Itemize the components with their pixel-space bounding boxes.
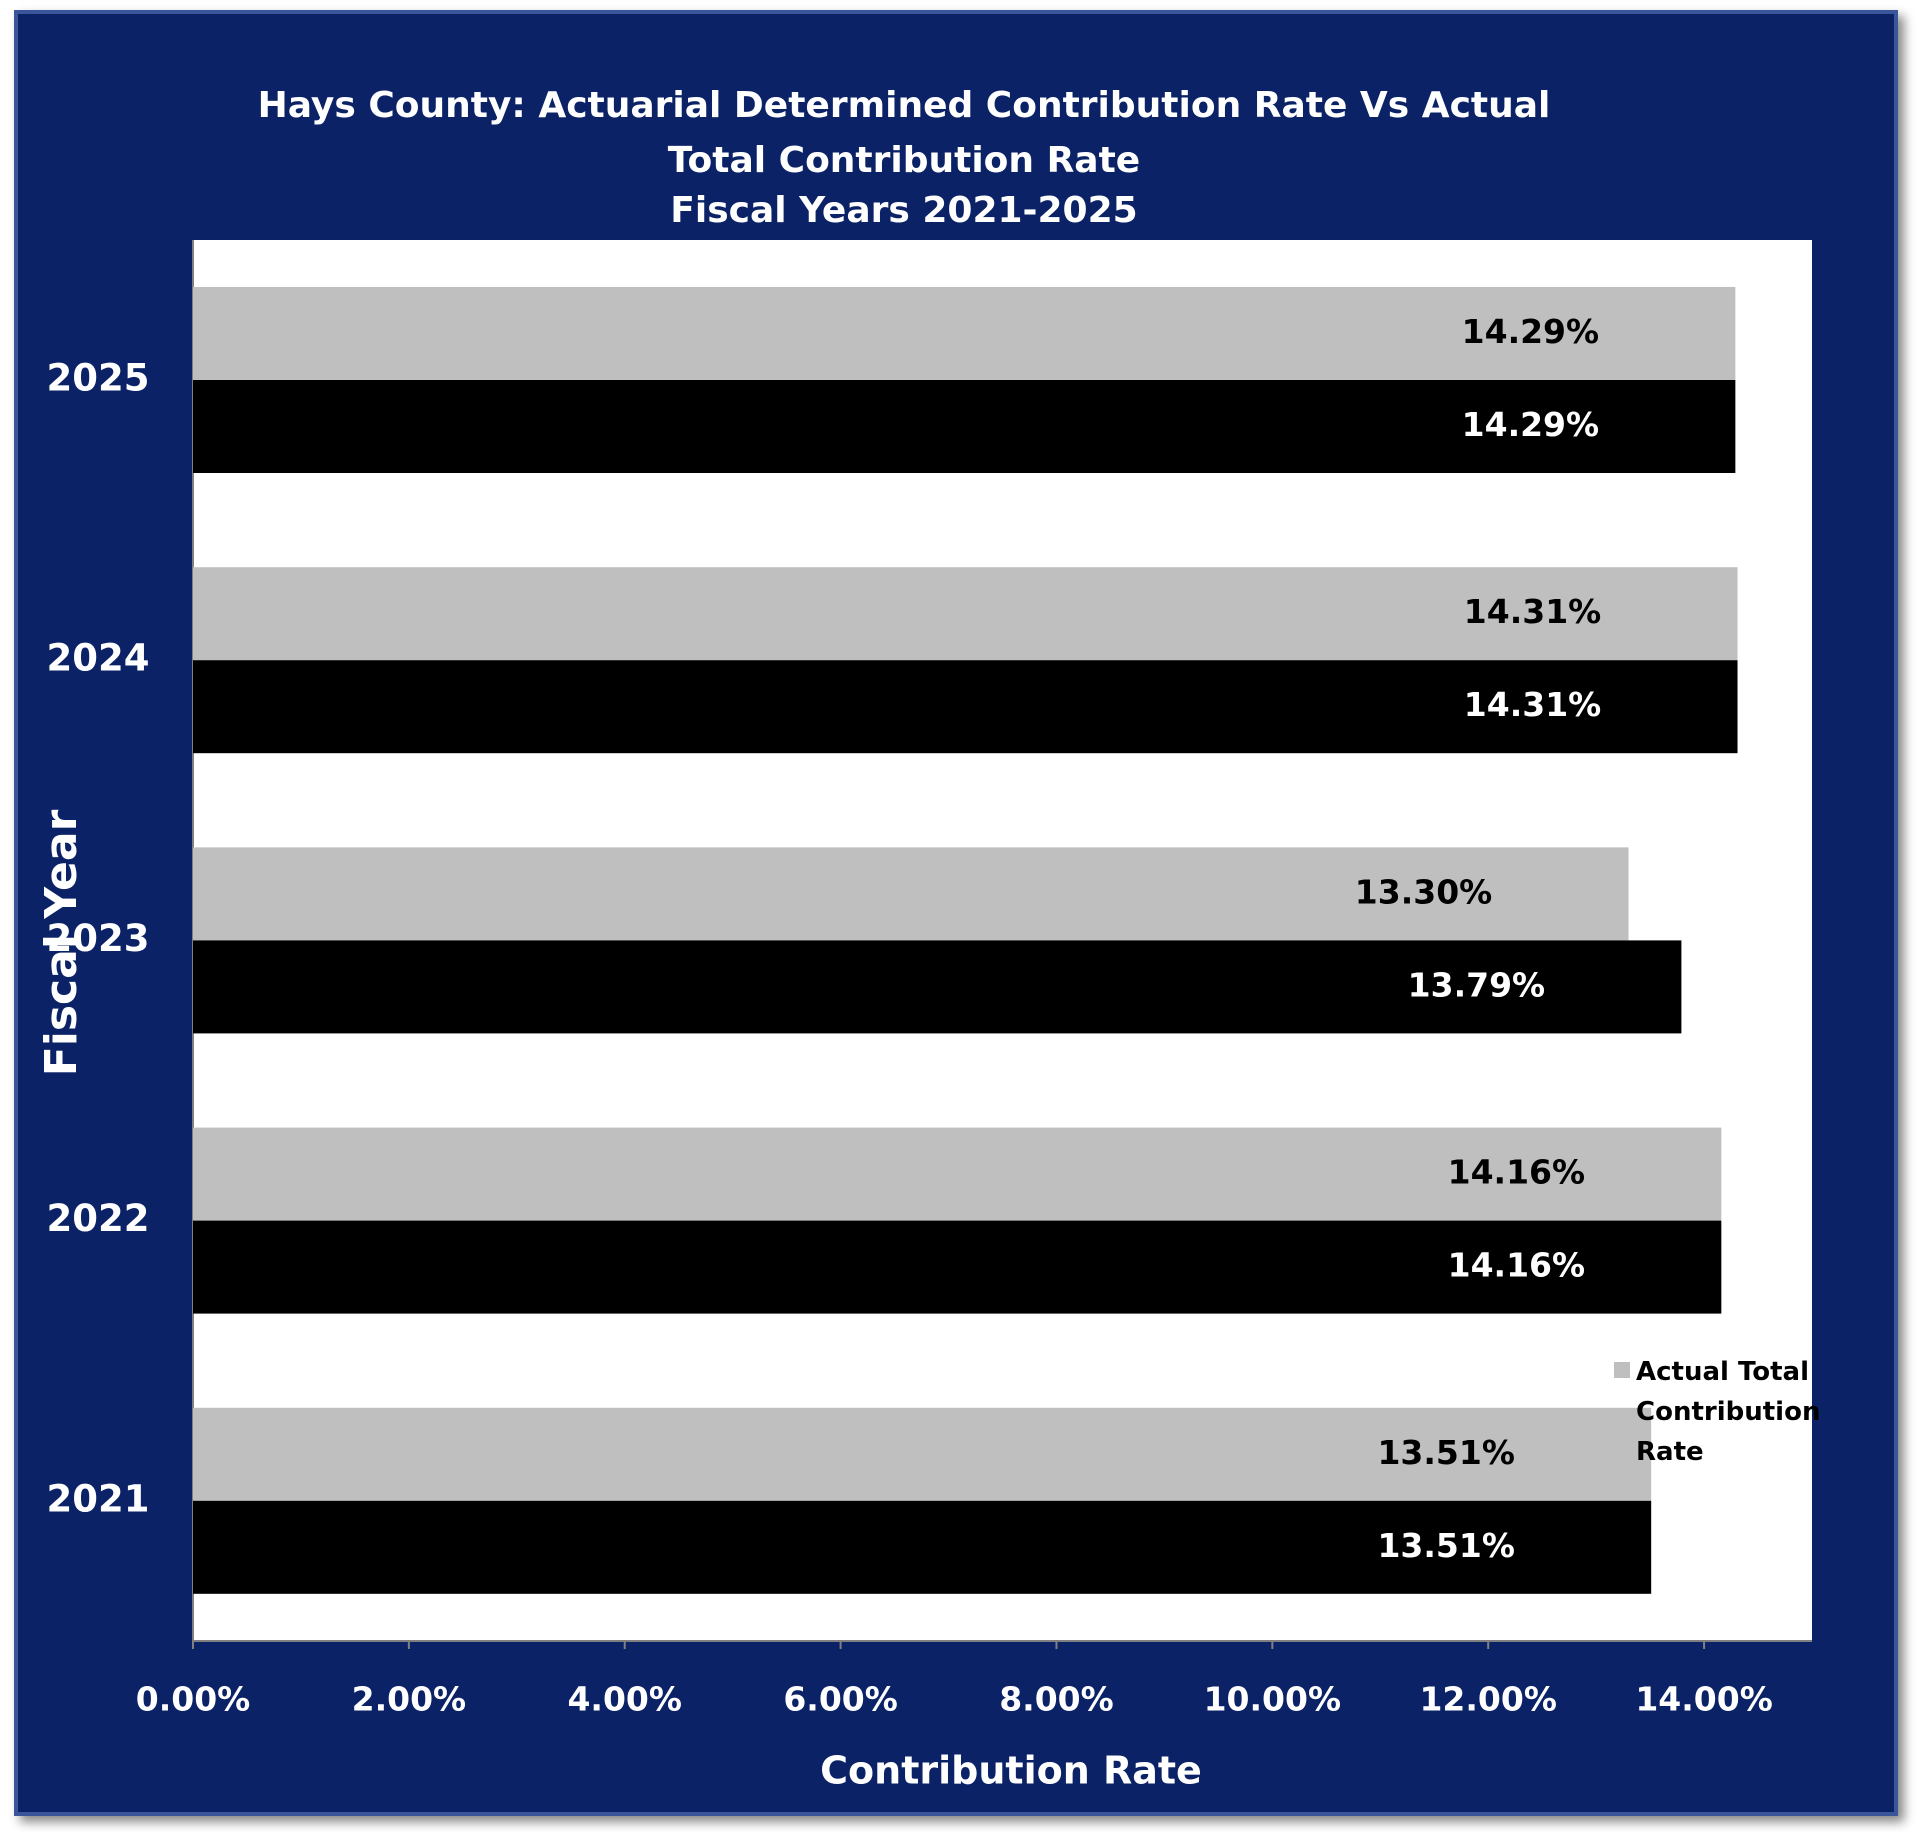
- bar: [193, 380, 1736, 473]
- x-axis-label: Contribution Rate: [820, 1749, 1202, 1793]
- bar: [193, 1127, 1722, 1221]
- bar: [193, 660, 1738, 754]
- chart-subtitle: Fiscal Years 2021-2025: [670, 190, 1138, 231]
- y-tick-label: 2024: [47, 637, 150, 680]
- value-label: 13.30%: [1355, 872, 1492, 911]
- x-tick-label: 8.00%: [999, 1680, 1114, 1719]
- legend-label: Actual Total Contribution Rate: [1636, 1357, 1821, 1467]
- bar: [193, 1220, 1722, 1314]
- y-tick-label: 2022: [47, 1197, 150, 1240]
- value-label: 14.31%: [1464, 592, 1601, 631]
- x-tick-label: 2.00%: [352, 1680, 467, 1719]
- value-label: 13.51%: [1377, 1433, 1514, 1472]
- y-tick-label: 2023: [47, 917, 150, 960]
- bar: [193, 940, 1682, 1034]
- y-axis-label: Fiscal Year: [36, 809, 87, 1076]
- value-label: 14.16%: [1448, 1153, 1585, 1192]
- y-tick-label: 2021: [47, 1477, 150, 1520]
- x-tick-label: 10.00%: [1204, 1680, 1341, 1719]
- value-label: 14.29%: [1462, 312, 1599, 351]
- bar: [193, 1407, 1652, 1501]
- value-label: 14.31%: [1464, 685, 1601, 724]
- x-tick-label: 6.00%: [783, 1680, 898, 1719]
- bar: [193, 567, 1738, 661]
- y-tick-label: 2025: [47, 357, 150, 400]
- value-label: 14.16%: [1448, 1246, 1585, 1285]
- value-label: 14.29%: [1462, 405, 1599, 444]
- x-tick-label: 4.00%: [567, 1680, 682, 1719]
- x-tick-label: 14.00%: [1635, 1680, 1772, 1719]
- x-tick-label: 12.00%: [1419, 1680, 1556, 1719]
- x-tick-label: 0.00%: [136, 1680, 251, 1719]
- value-label: 13.79%: [1408, 965, 1545, 1004]
- value-label: 13.51%: [1377, 1526, 1514, 1565]
- bar: [193, 847, 1629, 941]
- bar: [193, 287, 1736, 380]
- chart-title: Hays County: Actuarial Determined Contri…: [257, 85, 1551, 181]
- bar: [193, 1500, 1652, 1594]
- legend-swatch: [1614, 1362, 1630, 1378]
